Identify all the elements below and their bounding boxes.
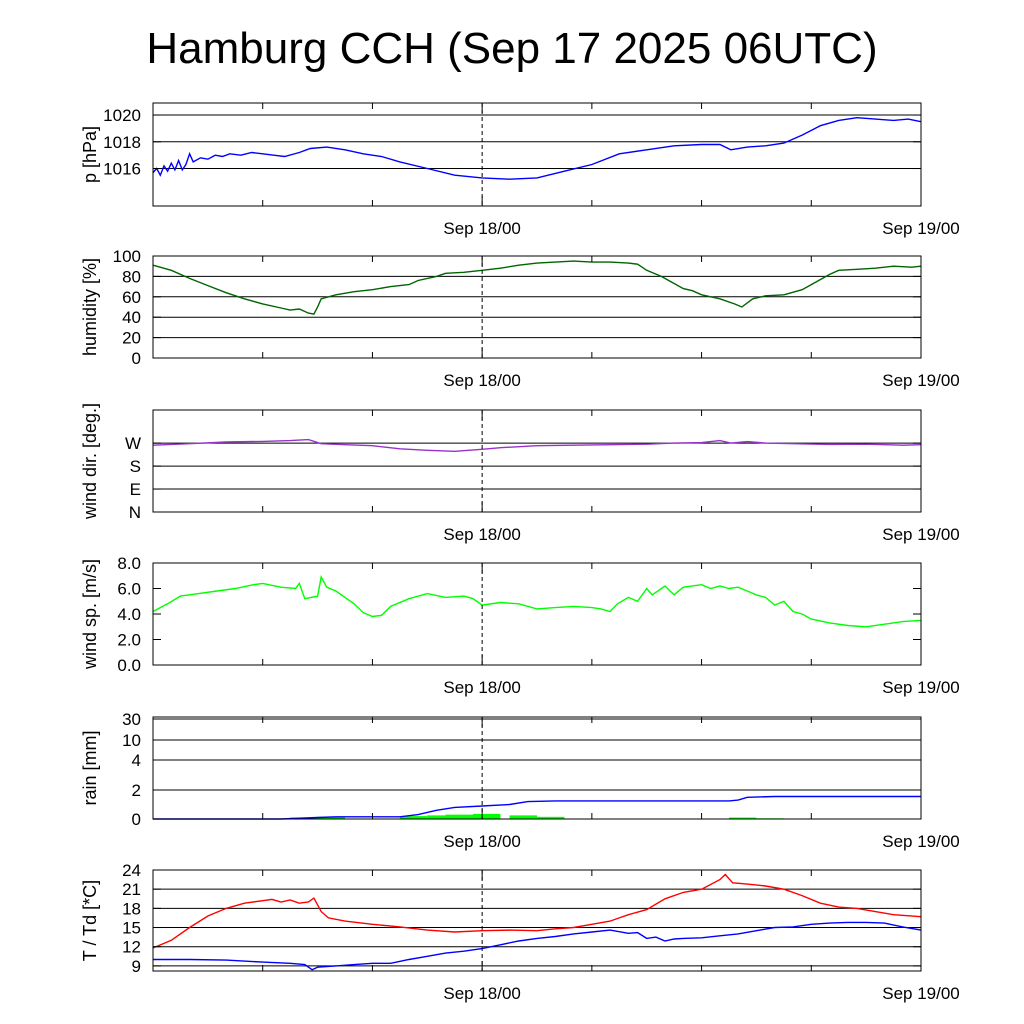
series-line-2 <box>153 921 922 971</box>
plot-frame <box>152 869 922 972</box>
x-tick-label: Sep 18/00 <box>443 984 521 1003</box>
series-line-1 <box>152 260 922 315</box>
y-tick-label: 30 <box>122 710 141 729</box>
y-tick-label: 4 <box>132 751 141 770</box>
y-tick-label: E <box>130 480 141 499</box>
y-tick-label: 18 <box>122 899 141 918</box>
x-tick-label: Sep 19/00 <box>882 984 960 1003</box>
series-line-1 <box>153 795 921 820</box>
y-axis-label: p [hPa] <box>80 126 100 183</box>
rain-bar <box>445 814 473 819</box>
chart-title: Hamburg CCH (Sep 17 2025 06UTC) <box>146 24 878 73</box>
y-tick-label: 1016 <box>103 160 141 179</box>
y-tick-label: N <box>129 503 141 522</box>
rain-bar <box>317 816 345 819</box>
x-tick-label: Sep 18/00 <box>443 678 521 697</box>
rain-bar <box>537 816 565 819</box>
x-tick-label: Sep 19/00 <box>882 525 960 544</box>
y-axis-label: humidity [%] <box>80 258 100 356</box>
y-tick-label: W <box>125 434 141 453</box>
y-axis-label: wind sp. [m/s] <box>80 559 100 670</box>
x-tick-label: Sep 19/00 <box>882 832 960 851</box>
y-axis-label: T / Td [*C] <box>80 880 100 961</box>
y-tick-label: 80 <box>122 267 141 286</box>
y-tick-label: 12 <box>122 938 141 957</box>
x-tick-label: Sep 19/00 <box>882 678 960 697</box>
series-line-1 <box>152 438 922 453</box>
y-tick-label: 0 <box>132 810 141 829</box>
series-line-1 <box>152 574 922 628</box>
x-tick-label: Sep 19/00 <box>882 371 960 390</box>
y-tick-label: 21 <box>122 880 141 899</box>
y-axis-label: rain [mm] <box>80 730 100 805</box>
rain-bar <box>399 816 428 819</box>
y-tick-label: 10 <box>122 731 141 750</box>
rain-bar <box>473 813 501 819</box>
x-tick-label: Sep 18/00 <box>443 219 521 238</box>
y-tick-label: 9 <box>132 957 141 976</box>
y-tick-label: 40 <box>122 308 141 327</box>
rain-bar <box>509 815 537 819</box>
y-tick-label: 60 <box>122 288 141 307</box>
y-tick-label: 24 <box>122 861 141 880</box>
x-tick-label: Sep 18/00 <box>443 371 521 390</box>
series-line-1 <box>152 873 922 949</box>
y-tick-label: 1020 <box>103 106 141 125</box>
y-tick-label: 100 <box>113 247 141 266</box>
plot-frame <box>152 102 922 207</box>
rain-bar <box>729 817 757 819</box>
y-tick-label: S <box>130 457 141 476</box>
plot-frame <box>152 716 922 820</box>
plot-frame <box>152 409 922 513</box>
x-tick-label: Sep 18/00 <box>443 525 521 544</box>
y-tick-label: 6.0 <box>117 580 141 599</box>
plot-frame <box>152 562 922 666</box>
y-tick-label: 0 <box>132 349 141 368</box>
y-tick-label: 1018 <box>103 133 141 152</box>
x-tick-label: Sep 19/00 <box>882 219 960 238</box>
y-tick-label: 4.0 <box>117 605 141 624</box>
y-tick-label: 2 <box>132 781 141 800</box>
rain-bar <box>427 815 455 819</box>
y-tick-label: 0.0 <box>117 656 141 675</box>
x-tick-label: Sep 18/00 <box>443 832 521 851</box>
y-tick-label: 15 <box>122 919 141 938</box>
y-tick-label: 20 <box>122 329 141 348</box>
y-tick-label: 8.0 <box>117 554 141 573</box>
series-line-1 <box>152 116 922 180</box>
y-tick-label: 2.0 <box>117 631 141 650</box>
plot-frame <box>152 255 922 359</box>
y-axis-label: wind dir. [deg.] <box>80 403 100 520</box>
